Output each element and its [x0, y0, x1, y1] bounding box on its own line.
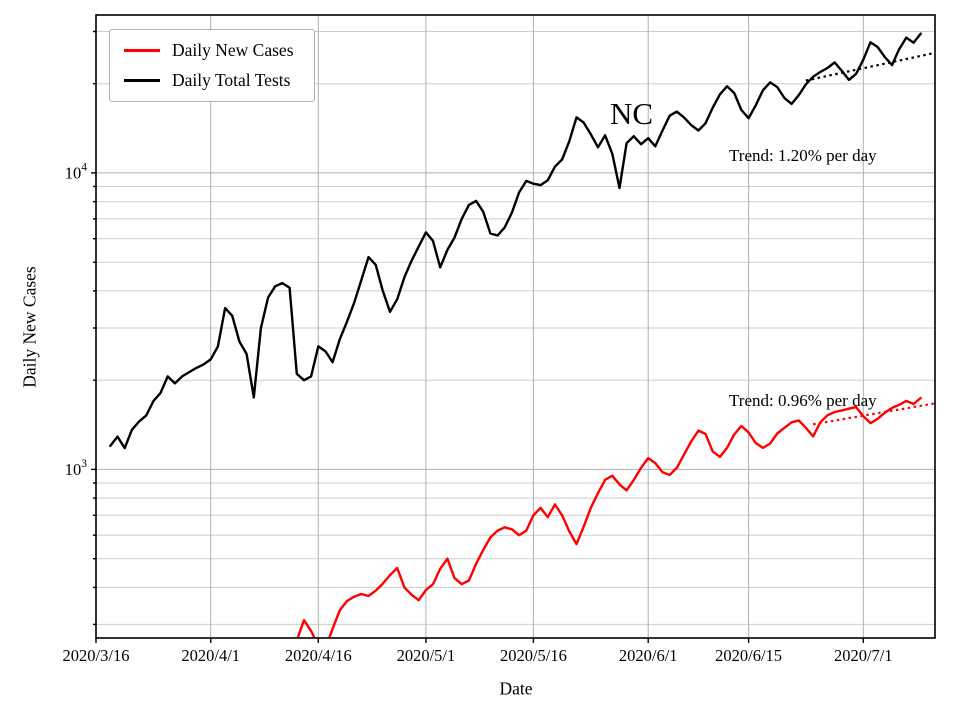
legend-line-sample-daily-total-tests: [124, 78, 160, 82]
trend-cases-annotation: Trend: 0.96% per day: [729, 391, 877, 410]
legend-label-daily-new-cases: Daily New Cases: [172, 40, 294, 60]
x-tick-label: 2020/7/1: [834, 646, 893, 665]
tick-labels: 2020/3/16 2020/4/1 2020/4/16 2020/5/1 2020/5…: [63, 161, 893, 665]
x-tick-label: 2020/4/16: [285, 646, 352, 665]
x-tick-label: 2020/6/1: [619, 646, 678, 665]
legend-item-daily-total-tests: Daily Total Tests: [124, 69, 294, 90]
series-line-daily-total-tests: [109, 32, 922, 450]
y-axis-title: Daily New Cases: [19, 266, 40, 388]
legend: Daily New Cases Daily Total Tests: [109, 29, 315, 102]
x-tick-label: 2020/6/15: [715, 646, 782, 665]
x-tick-label: 2020/5/16: [500, 646, 567, 665]
state-annotation: NC: [610, 96, 654, 131]
x-tick-label: 2020/3/16: [63, 646, 130, 665]
trend-line-cases-trend: [812, 402, 935, 426]
axis-ticks: [91, 30, 864, 643]
x-tick-label: 2020/4/1: [181, 646, 240, 665]
legend-line-sample-daily-new-cases: [124, 49, 160, 53]
legend-label-daily-total-tests: Daily Total Tests: [172, 69, 291, 90]
trend-line-tests-trend: [805, 51, 935, 82]
x-axis-title: Date: [499, 678, 533, 699]
series-group: [109, 32, 935, 638]
series-line-daily-new-cases: [296, 396, 922, 638]
y-tick-label: 103: [65, 458, 88, 479]
plot-border: [95, 14, 936, 639]
x-tick-label: 2020/5/1: [397, 646, 456, 665]
y-tick-label: 104: [65, 161, 88, 182]
trend-tests-annotation: Trend: 1.20% per day: [729, 146, 877, 165]
legend-item-daily-new-cases: Daily New Cases: [124, 40, 294, 60]
